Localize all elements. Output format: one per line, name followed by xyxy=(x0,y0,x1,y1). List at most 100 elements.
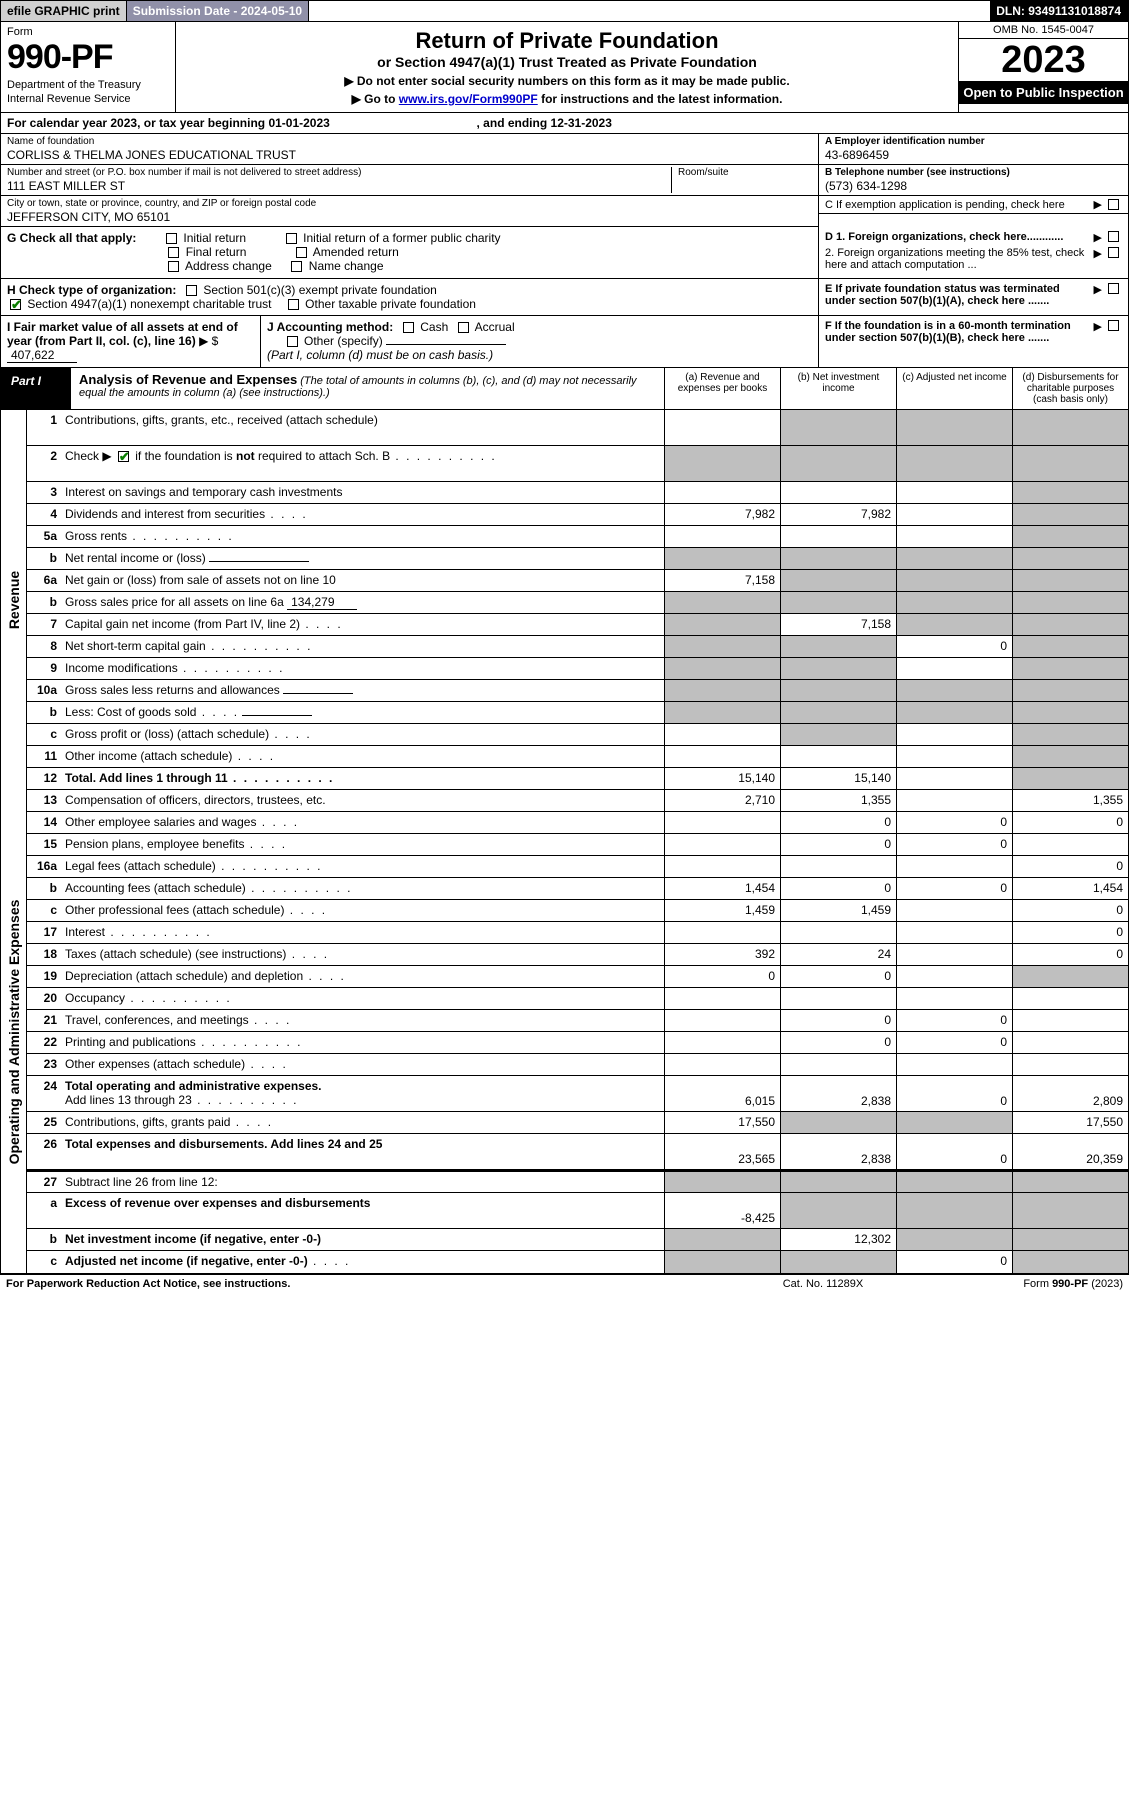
line-14: 14Other employee salaries and wages000 xyxy=(27,812,1128,834)
info-block: Name of foundation CORLISS & THELMA JONE… xyxy=(0,134,1129,227)
line-16a-d: 0 xyxy=(1012,856,1128,877)
line-26-desc: Total expenses and disbursements. Add li… xyxy=(61,1134,664,1169)
g-opt2: Initial return of a former public charit… xyxy=(303,231,500,245)
expenses-side-label: Operating and Administrative Expenses xyxy=(1,790,27,1273)
line-10c-desc: Gross profit or (loss) (attach schedule) xyxy=(61,724,664,745)
d-section: D 1. Foreign organizations, check here..… xyxy=(818,227,1128,278)
form-label: Form xyxy=(7,26,169,38)
f-checkbox[interactable] xyxy=(1108,320,1119,331)
h-opt3: Other taxable private foundation xyxy=(305,297,476,311)
line-5a-desc: Gross rents xyxy=(61,526,664,547)
schb-checkbox[interactable] xyxy=(118,451,129,462)
part1-title-cell: Analysis of Revenue and Expenses (The to… xyxy=(71,368,664,409)
footer-catno: Cat. No. 11289X xyxy=(723,1278,923,1290)
e-text: E If private foundation status was termi… xyxy=(825,283,1091,307)
line-22-b: 0 xyxy=(780,1032,896,1053)
line-16b-c: 0 xyxy=(896,878,1012,899)
line-3-desc: Interest on savings and temporary cash i… xyxy=(61,482,664,503)
col-c-header: (c) Adjusted net income xyxy=(896,368,1012,409)
line-14-d: 0 xyxy=(1012,812,1128,833)
open-to-public: Open to Public Inspection xyxy=(959,81,1128,104)
c-checkbox[interactable] xyxy=(1108,199,1119,210)
phone-label: B Telephone number (see instructions) xyxy=(825,167,1122,178)
line-16b-a: 1,454 xyxy=(664,878,780,899)
line-13-d: 1,355 xyxy=(1012,790,1128,811)
line-15-desc: Pension plans, employee benefits xyxy=(61,834,664,855)
line-18: 18Taxes (attach schedule) (see instructi… xyxy=(27,944,1128,966)
inst-prefix: ▶ Go to xyxy=(352,92,399,106)
city-value: JEFFERSON CITY, MO 65101 xyxy=(7,210,812,224)
line-23-desc: Other expenses (attach schedule) xyxy=(61,1054,664,1075)
g-final-return-checkbox[interactable] xyxy=(168,247,179,258)
line-1-desc: Contributions, gifts, grants, etc., rece… xyxy=(61,410,664,445)
line-27b-desc: Net investment income (if negative, ente… xyxy=(61,1229,664,1250)
line-23: 23Other expenses (attach schedule) xyxy=(27,1054,1128,1076)
h-501c3-checkbox[interactable] xyxy=(186,285,197,296)
line-10b-desc: Less: Cost of goods sold xyxy=(61,702,664,723)
d2-checkbox[interactable] xyxy=(1108,247,1119,258)
line-3: 3Interest on savings and temporary cash … xyxy=(27,482,1128,504)
c-text: C If exemption application is pending, c… xyxy=(825,199,1091,211)
line-6a-desc: Net gain or (loss) from sale of assets n… xyxy=(61,570,664,591)
line-13-a: 2,710 xyxy=(664,790,780,811)
line-7-b: 7,158 xyxy=(780,614,896,635)
spacer xyxy=(309,1,990,21)
d1-text: D 1. Foreign organizations, check here..… xyxy=(825,231,1091,243)
h-4947-checkbox[interactable] xyxy=(10,299,21,310)
header-left: Form 990-PF Department of the Treasury I… xyxy=(1,22,176,112)
address-row: Number and street (or P.O. box number if… xyxy=(1,165,818,196)
g-address-change-checkbox[interactable] xyxy=(168,261,179,272)
g-opt4: Amended return xyxy=(313,245,399,259)
e-checkbox[interactable] xyxy=(1108,283,1119,294)
j-label: J Accounting method: xyxy=(267,320,393,334)
line-16c: cOther professional fees (attach schedul… xyxy=(27,900,1128,922)
line-13: 13Compensation of officers, directors, t… xyxy=(27,790,1128,812)
form-subtitle: or Section 4947(a)(1) Trust Treated as P… xyxy=(186,54,948,70)
addr-value: 111 EAST MILLER ST xyxy=(7,179,671,193)
line-27c: cAdjusted net income (if negative, enter… xyxy=(27,1251,1128,1273)
j-other-checkbox[interactable] xyxy=(287,336,298,347)
line-17-desc: Interest xyxy=(61,922,664,943)
g-initial-former-checkbox[interactable] xyxy=(286,233,297,244)
addr-label: Number and street (or P.O. box number if… xyxy=(7,167,671,178)
line-1: 1Contributions, gifts, grants, etc., rec… xyxy=(27,410,1128,446)
line-18-d: 0 xyxy=(1012,944,1128,965)
line-25-desc: Contributions, gifts, grants paid xyxy=(61,1112,664,1133)
line-4-b: 7,982 xyxy=(780,504,896,525)
phone-value: (573) 634-1298 xyxy=(825,179,1122,193)
phone-cell: B Telephone number (see instructions) (5… xyxy=(819,165,1128,196)
g-initial-return-checkbox[interactable] xyxy=(166,233,177,244)
d1-checkbox[interactable] xyxy=(1108,231,1119,242)
line-16b-d: 1,454 xyxy=(1012,878,1128,899)
efile-print-button[interactable]: efile GRAPHIC print xyxy=(1,1,127,21)
h-opt2: Section 4947(a)(1) nonexempt charitable … xyxy=(27,297,271,311)
name-value: CORLISS & THELMA JONES EDUCATIONAL TRUST xyxy=(7,148,812,162)
irs-link[interactable]: www.irs.gov/Form990PF xyxy=(399,92,538,106)
line-21-b: 0 xyxy=(780,1010,896,1031)
ein-label: A Employer identification number xyxy=(825,136,1122,147)
foundation-name-cell: Name of foundation CORLISS & THELMA JONE… xyxy=(1,134,818,165)
line-6b: bGross sales price for all assets on lin… xyxy=(27,592,1128,614)
line-19-a: 0 xyxy=(664,966,780,987)
ein-cell: A Employer identification number 43-6896… xyxy=(819,134,1128,165)
form-header: Form 990-PF Department of the Treasury I… xyxy=(0,22,1129,113)
g-amended-checkbox[interactable] xyxy=(296,247,307,258)
g-name-change-checkbox[interactable] xyxy=(291,261,302,272)
line-27-desc: Subtract line 26 from line 12: xyxy=(61,1172,664,1192)
line-21: 21Travel, conferences, and meetings00 xyxy=(27,1010,1128,1032)
line-7-desc: Capital gain net income (from Part IV, l… xyxy=(61,614,664,635)
line-24: 24Total operating and administrative exp… xyxy=(27,1076,1128,1112)
line-27a: aExcess of revenue over expenses and dis… xyxy=(27,1193,1128,1229)
g-opt6: Name change xyxy=(309,259,384,273)
line-25-d: 17,550 xyxy=(1012,1112,1128,1133)
h-other-checkbox[interactable] xyxy=(288,299,299,310)
line-17: 17Interest0 xyxy=(27,922,1128,944)
line-27b: bNet investment income (if negative, ent… xyxy=(27,1229,1128,1251)
line-19-b: 0 xyxy=(780,966,896,987)
i-value: 407,622 xyxy=(7,348,77,363)
line-21-desc: Travel, conferences, and meetings xyxy=(61,1010,664,1031)
j-accrual-checkbox[interactable] xyxy=(458,322,469,333)
arrow-icon: ▶ xyxy=(1094,247,1102,260)
line-15: 15Pension plans, employee benefits00 xyxy=(27,834,1128,856)
j-cash-checkbox[interactable] xyxy=(403,322,414,333)
